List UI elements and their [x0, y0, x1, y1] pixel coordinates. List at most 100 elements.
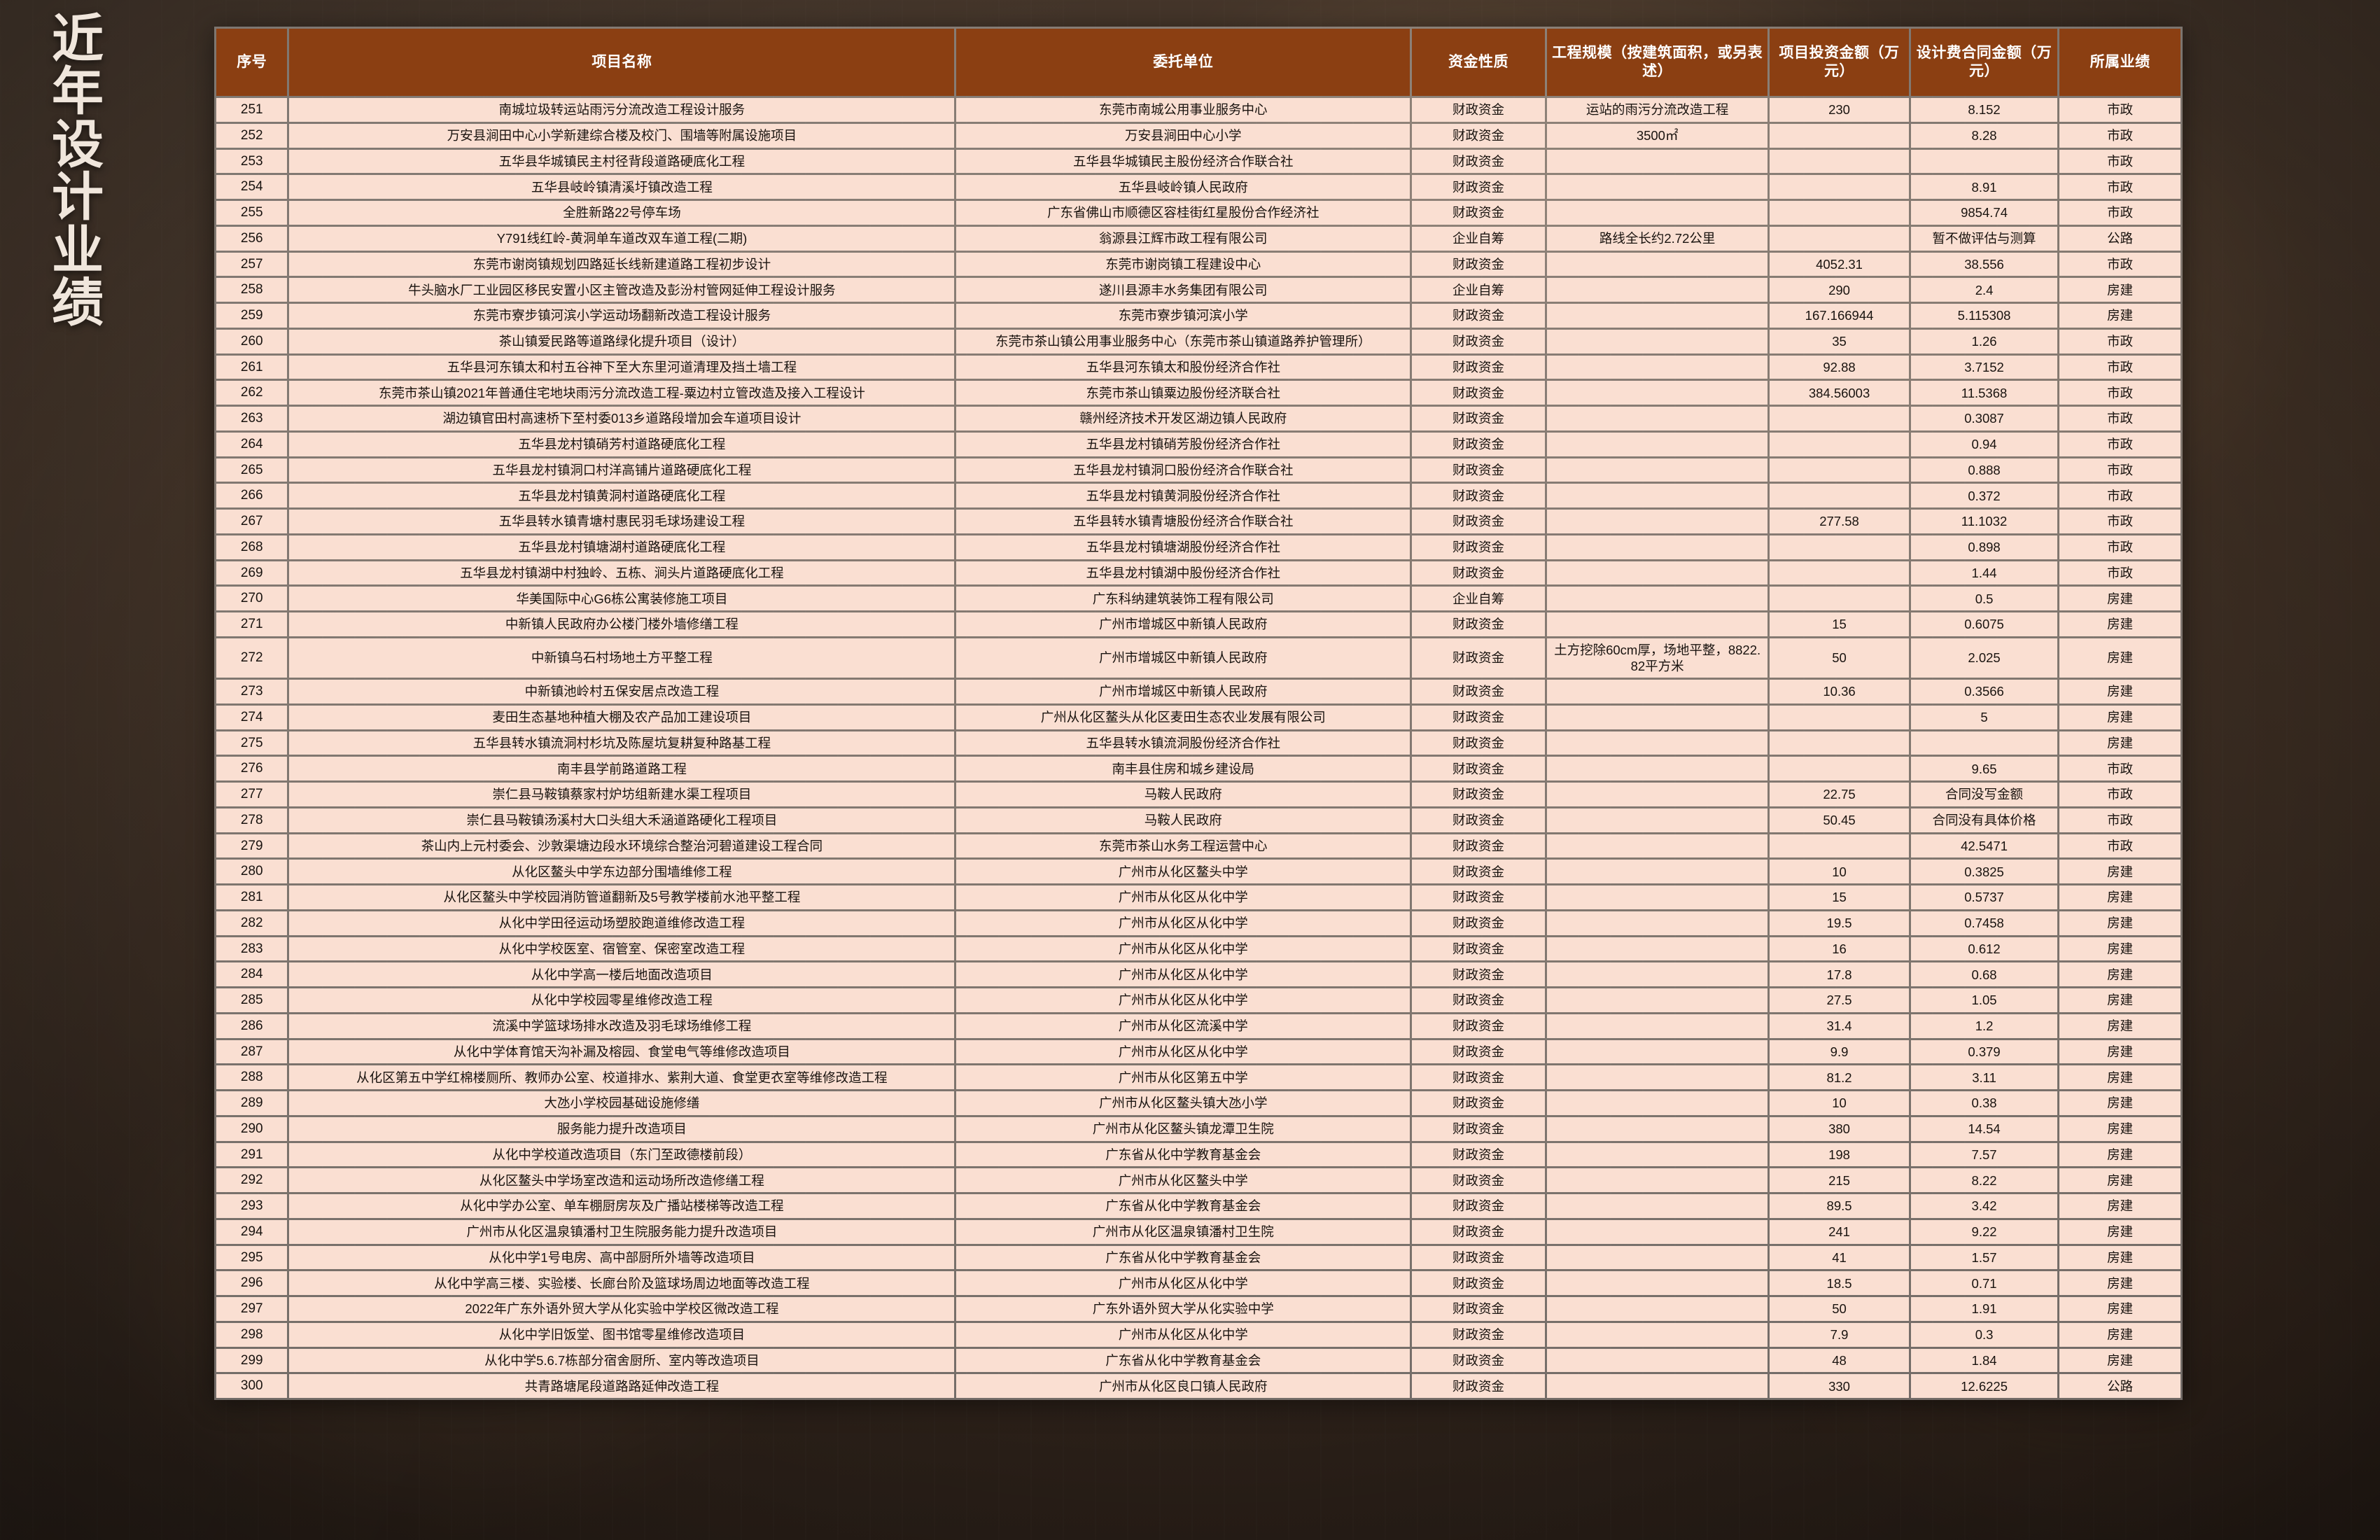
table-row[interactable]: 265 五华县龙村镇洞口村洋高铺片道路硬底化工程 五华县龙村镇洞口股份经济合作联合社…	[216, 458, 2180, 482]
table-row[interactable]: 287 从化中学体育馆天沟补漏及榕园、食堂电气等维修改造项目 广州市从化区从化中学财…	[216, 1040, 2180, 1064]
table-row[interactable]: 281 从化区鳌头中学校园消防管道翻新及5号教学楼前水池平整工程 广州市从化区从化中…	[216, 886, 2180, 909]
row-design-fee: 12.6225	[1910, 1374, 2058, 1398]
row-investment-amount: 81.2	[1770, 1065, 1909, 1089]
row-fund-type: 财政资金	[1412, 1194, 1546, 1218]
table-row[interactable]: 283 从化中学校医室、宿管室、保密室改造工程 广州市从化区从化中学 财政资金 16 0…	[216, 937, 2180, 961]
row-category: 市政	[2059, 407, 2180, 430]
col-header-index: 序号	[216, 29, 288, 96]
page-title-char: 业	[52, 220, 105, 279]
table-row[interactable]: 261 五华县河东镇太和村五谷神下至大东里河道清理及挡土墙工程 五华县河东镇太和股份…	[216, 355, 2180, 379]
table-row[interactable]: 262 东莞市茶山镇2021年普通住宅地块雨污分流改造工程-粟边村立管改造及接入工…	[216, 381, 2180, 405]
row-project-scale	[1547, 535, 1768, 559]
row-client-unit: 广东科纳建筑装饰工程有限公司	[956, 587, 1410, 610]
table-row[interactable]: 270 华美国际中心G6栋公寓装修施工项目 广东科纳建筑装饰工程有限公司 企业自筹 0…	[216, 587, 2180, 610]
row-index: 262	[216, 381, 288, 405]
table-row[interactable]: 292 从化区鳌头中学场室改造和运动场所改造修缮工程 广州市从化区鳌头中学 财政资金 …	[216, 1168, 2180, 1192]
table-row[interactable]: 297 2022年广东外语外贸大学从化实验中学校区微改造工程 广东外语外贸大学从化实…	[216, 1297, 2180, 1321]
table-row[interactable]: 296 从化中学高三楼、实验楼、长廊台阶及篮球场周边地面等改造工程 广州市从化区从化…	[216, 1271, 2180, 1295]
col-header-scale: 工程规模（按建筑面积，或另表述）	[1547, 29, 1768, 96]
table-row[interactable]: 277 崇仁县马鞍镇蔡家村炉坊组新建水渠工程项目 马鞍人民政府 财政资金 22.75 合…	[216, 783, 2180, 806]
row-category: 房建	[2059, 1245, 2180, 1270]
row-index: 281	[216, 886, 288, 909]
row-project-name: 广州市从化区温泉镇潘村卫生院服务能力提升改造项目	[289, 1219, 955, 1244]
table-row[interactable]: 282 从化中学田径运动场塑胶跑道维修改造工程 广州市从化区从化中学 财政资金 19.…	[216, 911, 2180, 935]
row-project-scale	[1547, 705, 1768, 729]
row-project-name: 南丰县学前路道路工程	[289, 757, 955, 780]
row-index: 299	[216, 1348, 288, 1373]
table-row[interactable]: 256 Y791线红岭-黄洞单车道改双车道工程(二期) 翁源县江辉市政工程有限公司企…	[216, 226, 2180, 251]
row-client-unit: 广州市从化区鳌头中学	[956, 1168, 1410, 1192]
row-project-scale	[1547, 860, 1768, 883]
col-header-name: 项目名称	[289, 29, 955, 96]
table-row[interactable]: 259 东莞市寮步镇河滨小学运动场翻新改造工程设计服务 东莞市寮步镇河滨小学 财政资金…	[216, 304, 2180, 328]
row-index: 284	[216, 962, 288, 986]
table-row[interactable]: 298 从化中学旧饭堂、图书馆零星维修改造项目 广州市从化区从化中学 财政资金 7.9…	[216, 1322, 2180, 1347]
table-row[interactable]: 251 南城垃圾转运站雨污分流改造工程设计服务 东莞市南城公用事业服务中心 财政资金运…	[216, 98, 2180, 122]
row-project-scale	[1547, 757, 1768, 780]
row-client-unit: 广州市从化区从化中学	[956, 1040, 1410, 1064]
table-row[interactable]: 293 从化中学办公室、单车棚厨房灰及广播站楼梯等改造工程 广东省从化中学教育基金会…	[216, 1194, 2180, 1218]
table-row[interactable]: 257 东莞市谢岗镇规划四路延长线新建道路工程初步设计 东莞市谢岗镇工程建设中心 财政…	[216, 252, 2180, 276]
table-row[interactable]: 289 大氹小学校园基础设施修缮 广州市从化区鳌头镇大氹小学 财政资金 10 0.38 房…	[216, 1091, 2180, 1115]
table-row[interactable]: 290 服务能力提升改造项目 广州市从化区鳌头镇龙潭卫生院 财政资金 380 14.54…	[216, 1116, 2180, 1141]
table-row[interactable]: 267 五华县转水镇青塘村惠民羽毛球场建设工程 五华县转水镇青塘股份经济合作联合社财…	[216, 510, 2180, 533]
row-project-name: 从化中学田径运动场塑胶跑道维修改造工程	[289, 911, 955, 935]
row-project-scale	[1547, 175, 1768, 199]
table-row[interactable]: 269 五华县龙村镇湖中村独岭、五栋、涧头片道路硬底化工程 五华县龙村镇湖中股份经济…	[216, 561, 2180, 585]
table-row[interactable]: 258 牛头脑水厂工业园区移民安置小区主管改造及彭汾村管网延伸工程设计服务 遂川县源…	[216, 278, 2180, 302]
table-row[interactable]: 300 共青路塘尾段道路路延伸改造工程 广州市从化区良口镇人民政府 财政资金 330 1…	[216, 1374, 2180, 1398]
table-row[interactable]: 291 从化中学校道改造项目（东门至政德楼前段） 广东省从化中学教育基金会 财政资金 …	[216, 1142, 2180, 1167]
table-row[interactable]: 254 五华县岐岭镇清溪圩镇改造工程 五华县岐岭镇人民政府 财政资金 8.91 市政	[216, 175, 2180, 199]
row-project-name: 东莞市寮步镇河滨小学运动场翻新改造工程设计服务	[289, 304, 955, 328]
table-row[interactable]: 285 从化中学校园零星维修改造工程 广州市从化区从化中学 财政资金 27.5 1.05…	[216, 988, 2180, 1012]
col-header-investment: 项目投资金额（万元）	[1770, 29, 1909, 96]
table-row[interactable]: 272 中新镇乌石村场地土方平整工程 广州市增城区中新镇人民政府 财政资金 土方挖除60…	[216, 638, 2180, 678]
table-row[interactable]: 252 万安县涧田中心小学新建综合楼及校门、围墙等附属设施项目 万安县涧田中心小学财…	[216, 123, 2180, 148]
table-row[interactable]: 260 茶山镇爱民路等道路绿化提升项目（设计） 东莞市茶山镇公用事业服务中心（东莞市…	[216, 329, 2180, 354]
row-index: 263	[216, 407, 288, 430]
table-row[interactable]: 273 中新镇池岭村五保安居点改造工程 广州市增城区中新镇人民政府 财政资金 10.3…	[216, 680, 2180, 704]
table-row[interactable]: 288 从化区第五中学红棉楼厕所、教师办公室、校道排水、紫荆大道、食堂更衣室等维修…	[216, 1065, 2180, 1089]
row-index: 264	[216, 432, 288, 456]
table-row[interactable]: 253 五华县华城镇民主村径背段道路硬底化工程 五华县华城镇民主股份经济合作联合社财…	[216, 149, 2180, 174]
row-category: 房建	[2059, 304, 2180, 328]
table-row[interactable]: 284 从化中学高一楼后地面改造项目 广州市从化区从化中学 财政资金 17.8 0.68…	[216, 962, 2180, 986]
row-project-name: 中新镇乌石村场地土方平整工程	[289, 638, 955, 678]
table-row[interactable]: 263 湖边镇官田村高速桥下至村委013乡道路段增加会车道项目设计 赣州经济技术开发…	[216, 407, 2180, 430]
table-row[interactable]: 294 广州市从化区温泉镇潘村卫生院服务能力提升改造项目 广州市从化区温泉镇潘村卫生…	[216, 1219, 2180, 1244]
table-row[interactable]: 268 五华县龙村镇塘湖村道路硬底化工程 五华县龙村镇塘湖股份经济合作社 财政资金 0…	[216, 535, 2180, 559]
row-design-fee: 7.57	[1910, 1142, 2058, 1167]
row-design-fee: 8.22	[1910, 1168, 2058, 1192]
row-fund-type: 财政资金	[1412, 355, 1546, 379]
row-index: 251	[216, 98, 288, 122]
table-row[interactable]: 264 五华县龙村镇硝芳村道路硬底化工程 五华县龙村镇硝芳股份经济合作社 财政资金 0…	[216, 432, 2180, 456]
row-project-name: 五华县龙村镇洞口村洋高铺片道路硬底化工程	[289, 458, 955, 482]
row-category: 房建	[2059, 1014, 2180, 1038]
table-row[interactable]: 255 全胜新路22号停车场 广东省佛山市顺德区容桂街红星股份合作经济社 财政资金 9…	[216, 201, 2180, 225]
row-investment-amount: 27.5	[1770, 988, 1909, 1012]
table-row[interactable]: 266 五华县龙村镇黄洞村道路硬底化工程 五华县龙村镇黄洞股份经济合作社 财政资金 0…	[216, 484, 2180, 507]
row-index: 285	[216, 988, 288, 1012]
table-row[interactable]: 274 麦田生态基地种植大棚及农产品加工建设项目 广州从化区鳌头从化区麦田生态农业发…	[216, 705, 2180, 729]
row-index: 286	[216, 1014, 288, 1038]
table-row[interactable]: 278 崇仁县马鞍镇汤溪村大口头组大禾涵道路硬化工程项目 马鞍人民政府 财政资金 50…	[216, 808, 2180, 832]
row-fund-type: 财政资金	[1412, 407, 1546, 430]
row-fund-type: 财政资金	[1412, 860, 1546, 883]
row-project-name: 牛头脑水厂工业园区移民安置小区主管改造及彭汾村管网延伸工程设计服务	[289, 278, 955, 302]
table-row[interactable]: 299 从化中学5.6.7栋部分宿舍厨所、室内等改造项目 广东省从化中学教育基金会财…	[216, 1348, 2180, 1373]
table-row[interactable]: 286 流溪中学篮球场排水改造及羽毛球场维修工程 广州市从化区流溪中学 财政资金 31…	[216, 1014, 2180, 1038]
table-row[interactable]: 279 茶山内上元村委会、沙敦渠塘边段水环境综合整治河碧道建设工程合同 东莞市茶山水…	[216, 834, 2180, 858]
row-index: 266	[216, 484, 288, 507]
row-project-name: Y791线红岭-黄洞单车道改双车道工程(二期)	[289, 226, 955, 251]
table-row[interactable]: 280 从化区鳌头中学东边部分围墙维修工程 广州市从化区鳌头中学 财政资金 10 0.3…	[216, 860, 2180, 883]
table-row[interactable]: 271 中新镇人民政府办公楼门楼外墙修缮工程 广州市增城区中新镇人民政府 财政资金 1…	[216, 612, 2180, 636]
row-investment-amount: 384.56003	[1770, 381, 1909, 405]
row-project-scale	[1547, 1014, 1768, 1038]
row-index: 293	[216, 1194, 288, 1218]
row-client-unit: 五华县龙村镇湖中股份经济合作社	[956, 561, 1410, 585]
row-design-fee: 0.372	[1910, 484, 2058, 507]
table-row[interactable]: 295 从化中学1号电房、高中部厨所外墙等改造项目 广东省从化中学教育基金会 财政资金…	[216, 1245, 2180, 1270]
table-row[interactable]: 275 五华县转水镇流洞村杉坑及陈屋坑复耕复种路基工程 五华县转水镇流洞股份经济合作…	[216, 731, 2180, 755]
row-client-unit: 遂川县源丰水务集团有限公司	[956, 278, 1410, 302]
table-row[interactable]: 276 南丰县学前路道路工程 南丰县住房和城乡建设局 财政资金 9.65 市政	[216, 757, 2180, 780]
